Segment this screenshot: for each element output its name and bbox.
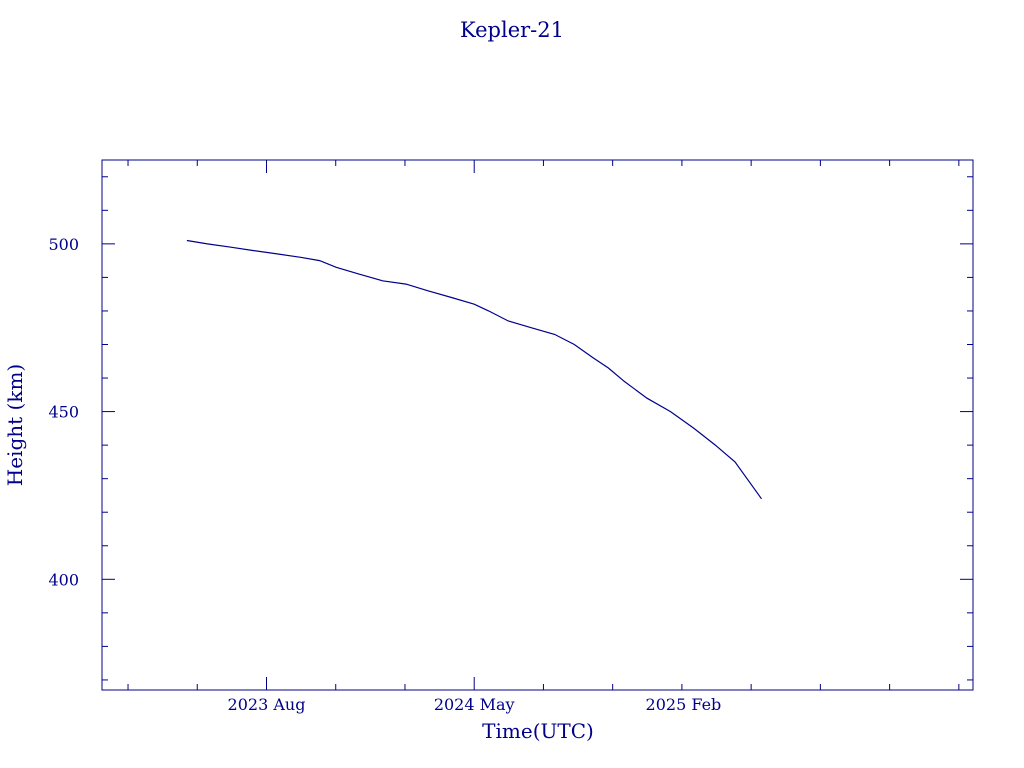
height-series-points	[186, 240, 763, 500]
x-tick-label: 2025 Feb	[646, 695, 722, 714]
y-tick-label: 400	[48, 570, 79, 589]
y-tick-label: 500	[48, 235, 79, 254]
x-axis-label: Time(UTC)	[482, 719, 594, 743]
y-tick-label: 450	[48, 403, 79, 422]
axis-tick-labels: 400 450 500 2023 Aug 2024 May 2025 Feb	[48, 235, 721, 714]
plot-frame	[101, 159, 974, 691]
axis-ticks	[102, 160, 973, 690]
chart-title: Kepler-21	[460, 18, 564, 42]
x-tick-label: 2023 Aug	[228, 695, 306, 714]
height-series-line	[186, 239, 762, 500]
x-tick-label: 2024 May	[434, 695, 515, 714]
y-axis-label: Height (km)	[3, 364, 27, 486]
